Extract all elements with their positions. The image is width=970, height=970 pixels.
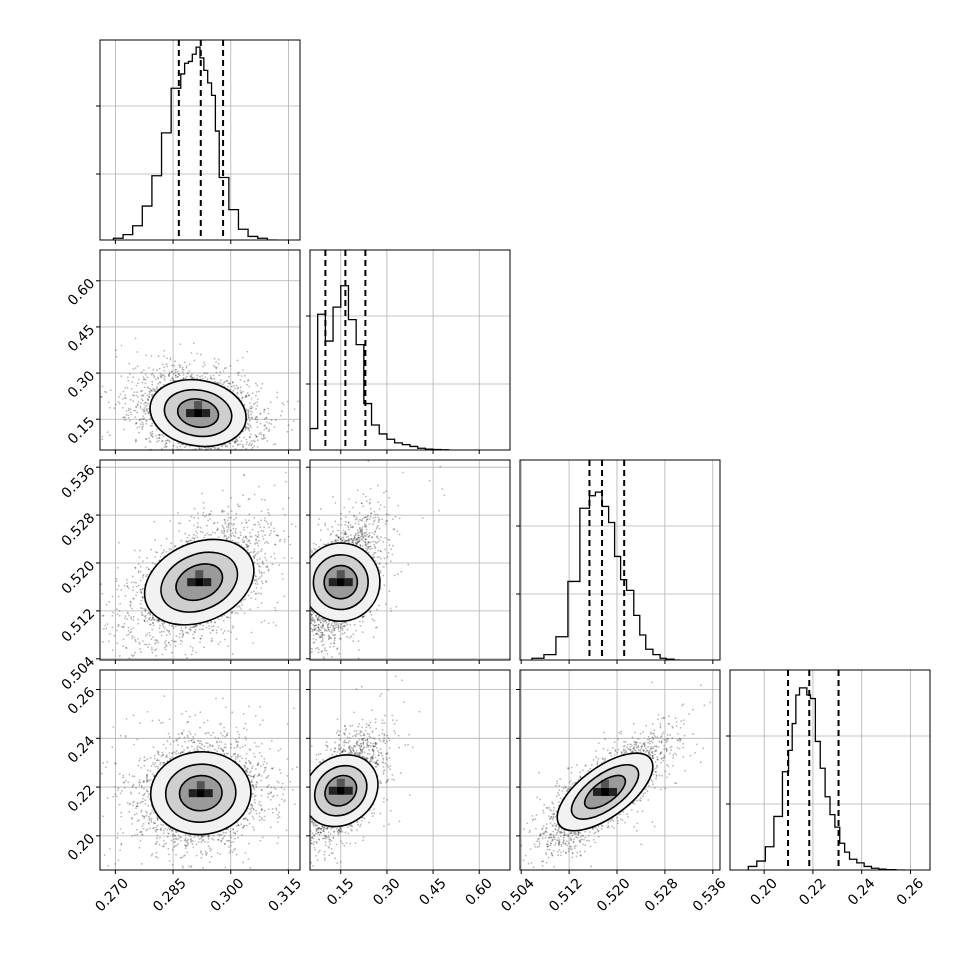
density-pixel [344, 578, 353, 587]
x-tick-label: 0.20 [747, 875, 780, 908]
scatter-panel-1-3 [306, 669, 511, 874]
x-tick-label: 0.22 [796, 875, 829, 908]
scatter-panel-0-3 [96, 669, 301, 874]
histogram-step [310, 285, 450, 450]
x-tick-label: 0.24 [845, 875, 878, 908]
y-tick-label: 0.24 [65, 733, 98, 766]
x-tick-label: 0.30 [370, 875, 403, 908]
density-contour [160, 551, 239, 613]
density-contour [149, 750, 252, 836]
x-tick-label: 0.504 [498, 875, 538, 915]
scatter-panel-1-2 [306, 459, 511, 664]
density-pixel [188, 789, 197, 798]
y-tick-label: 0.520 [59, 558, 99, 598]
density-pixel [194, 409, 203, 418]
hist-frame [309, 249, 511, 451]
panel-frame [99, 669, 301, 871]
y-tick-label: 0.45 [65, 322, 98, 355]
density-contour [323, 564, 359, 600]
hist-frame [99, 39, 301, 241]
hist-frame [729, 669, 931, 871]
x-tick-label: 0.536 [690, 875, 730, 915]
density-contour [310, 542, 381, 623]
density-pixel [203, 578, 212, 587]
hist-panel-3 [726, 669, 931, 874]
panel-frame [309, 669, 511, 871]
density-contour [149, 378, 247, 448]
density-core [310, 754, 378, 827]
x-tick-label: 0.270 [92, 875, 132, 915]
scatter-panel-0-2 [96, 459, 301, 664]
scatter-panel-0-1 [96, 249, 301, 454]
density-pixel [328, 578, 337, 587]
density-pixel [202, 409, 211, 418]
density-core [557, 753, 653, 831]
density-pixel [195, 578, 204, 587]
density-core [150, 379, 247, 447]
y-tick-label: 0.60 [65, 276, 98, 309]
hist-frame [519, 459, 721, 661]
density-pixel [609, 787, 618, 796]
density-pixel [204, 789, 213, 798]
x-tick-label: 0.315 [265, 875, 305, 915]
panel-frame [519, 669, 721, 871]
density-pixel [336, 778, 345, 787]
density-pixel [196, 781, 205, 790]
hist-panel-2 [516, 459, 721, 664]
density-pixel [344, 786, 353, 795]
x-tick-label: 0.520 [594, 875, 634, 915]
x-tick-label: 0.512 [546, 875, 586, 915]
density-pixel [187, 578, 196, 587]
x-tick-label: 0.15 [324, 875, 357, 908]
density-pixel [593, 787, 602, 796]
density-pixel [601, 779, 610, 788]
density-pixel [186, 409, 195, 418]
density-pixel [195, 570, 204, 579]
histogram-step [747, 687, 906, 870]
density-contour [583, 774, 627, 810]
density-contour [324, 774, 358, 807]
density-contour [570, 763, 640, 820]
density-pixel [601, 787, 610, 796]
x-tick-label: 0.60 [463, 875, 496, 908]
y-tick-label: 0.30 [65, 368, 98, 401]
density-contour [143, 538, 255, 626]
histogram-step [112, 46, 277, 240]
x-tick-label: 0.528 [642, 875, 682, 915]
y-tick-label: 0.22 [65, 782, 98, 815]
density-contour [163, 388, 233, 438]
density-contour [164, 763, 237, 823]
density-pixel [336, 578, 345, 587]
x-tick-label: 0.45 [416, 875, 449, 908]
scatter-panel-2-3 [516, 669, 721, 874]
histogram-step [531, 491, 680, 660]
y-tick-label: 0.528 [59, 510, 99, 550]
y-tick-label: 0.15 [65, 414, 98, 447]
y-tick-label: 0.512 [59, 606, 99, 646]
density-pixel [328, 786, 337, 795]
density-contour [178, 774, 223, 812]
density-pixel [336, 570, 345, 579]
x-tick-label: 0.285 [150, 875, 190, 915]
density-contour [176, 398, 220, 429]
panel-frame [99, 459, 301, 661]
density-contour [556, 752, 654, 832]
density-contour [312, 554, 369, 611]
hist-panel-0 [96, 39, 301, 244]
x-tick-label: 0.26 [894, 875, 927, 908]
x-tick-label: 0.300 [208, 875, 248, 915]
panel-frame [99, 249, 301, 451]
density-pixel [196, 789, 205, 798]
density-pixel [194, 401, 203, 410]
density-contour [175, 563, 224, 602]
density-contour [313, 764, 368, 817]
density-pixel [336, 786, 345, 795]
panel-frame [309, 459, 511, 661]
hist-panel-1 [306, 249, 511, 454]
y-tick-label: 0.20 [65, 831, 98, 864]
y-tick-label: 0.504 [59, 654, 99, 694]
y-tick-label: 0.536 [59, 462, 99, 502]
